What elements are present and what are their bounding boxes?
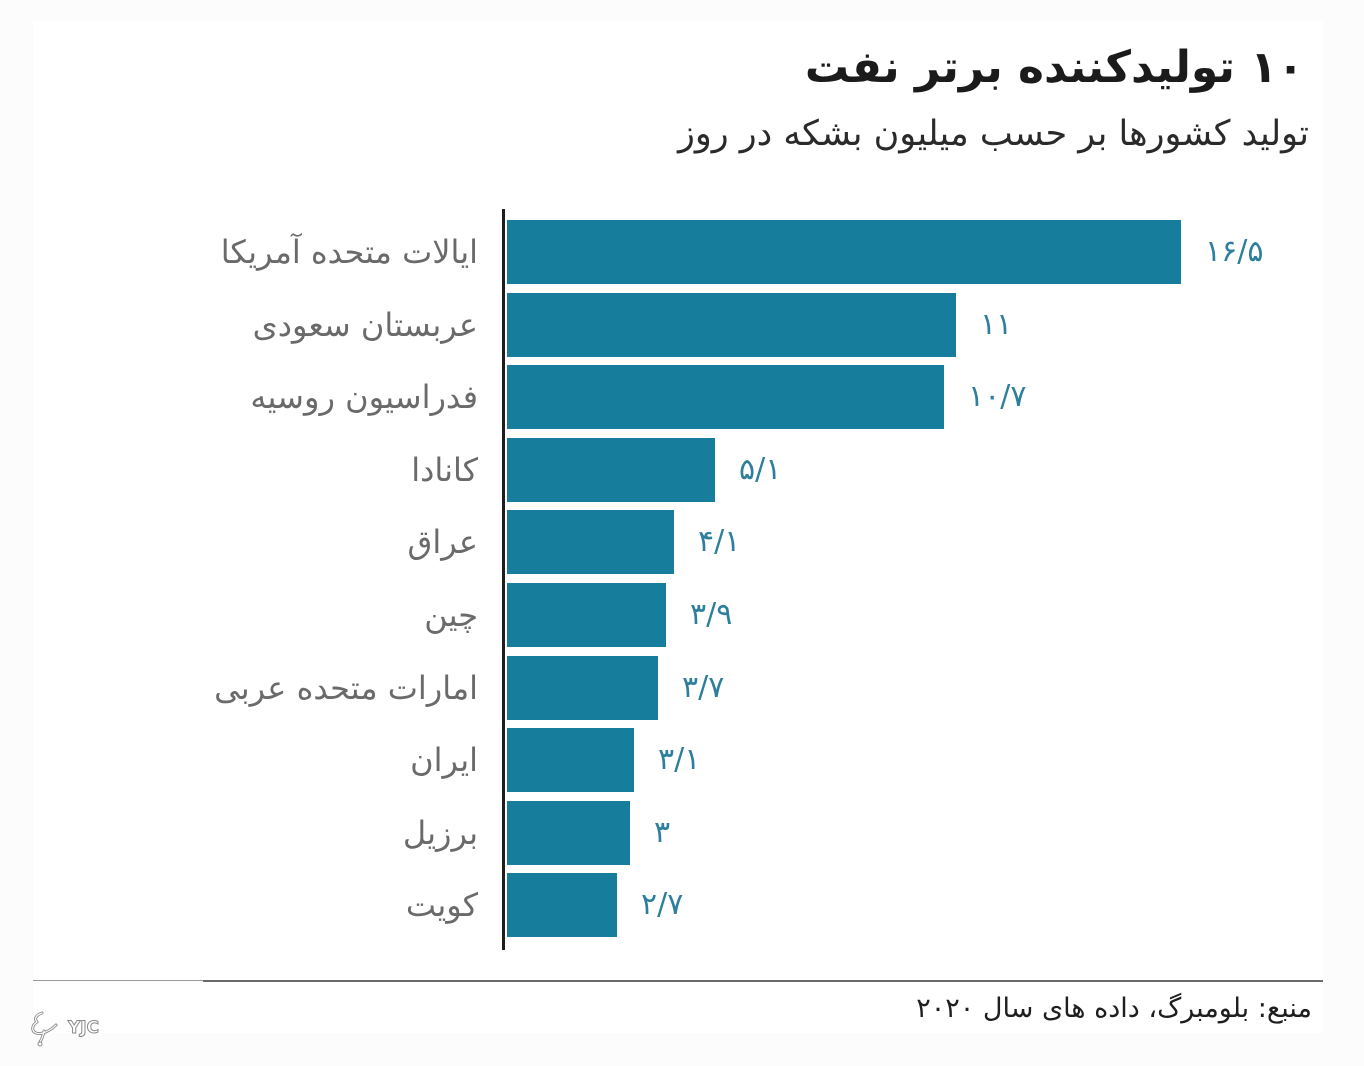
category-label: چین xyxy=(424,596,478,634)
category-label: امارات متحده عربی xyxy=(214,669,478,707)
bar-row: ایالات متحده آمریکا ۱۶/۵ xyxy=(0,220,1364,284)
bar-row: امارات متحده عربی ۳/۷ xyxy=(0,656,1364,720)
category-label: برزیل xyxy=(402,814,478,852)
value-label: ۴/۱ xyxy=(698,524,741,559)
chart-card xyxy=(33,21,1323,1033)
footer-divider xyxy=(203,980,1323,982)
footer-divider-left xyxy=(33,980,203,981)
bar xyxy=(507,801,630,865)
bar xyxy=(507,220,1181,284)
bar-row: عراق ۴/۱ xyxy=(0,510,1364,574)
bar xyxy=(507,365,944,429)
value-label: ۱۶/۵ xyxy=(1205,234,1264,269)
value-label: ۳ xyxy=(654,815,671,850)
bar xyxy=(507,728,634,792)
value-label: ۳/۹ xyxy=(690,597,733,632)
value-label: ۱۱ xyxy=(980,307,1013,342)
category-label: کانادا xyxy=(411,451,478,489)
value-label: ۱۰/۷ xyxy=(968,379,1027,414)
chart-subtitle: تولید کشورها بر حسب میلیون بشکه در روز xyxy=(677,114,1309,154)
bar-row: عربستان سعودی ۱۱ xyxy=(0,293,1364,357)
category-label: کویت xyxy=(405,886,478,924)
value-label: ۲/۷ xyxy=(641,887,684,922)
bar xyxy=(507,583,666,647)
bar xyxy=(507,873,617,937)
source-note: منبع: بلومبرگ، داده های سال ۲۰۲۰ xyxy=(916,993,1312,1024)
bar xyxy=(507,293,956,357)
bar-row: برزیل ۳ xyxy=(0,801,1364,865)
bar-row: کویت ۲/۷ xyxy=(0,873,1364,937)
watermark-text: YJC xyxy=(67,1018,100,1039)
bar-row: فدراسیون روسیه ۱۰/۷ xyxy=(0,365,1364,429)
value-label: ۳/۷ xyxy=(682,670,725,705)
value-label: ۳/۱ xyxy=(658,742,701,777)
category-label: عربستان سعودی xyxy=(252,306,478,344)
bar xyxy=(507,510,674,574)
bar-row: ایران ۳/۱ xyxy=(0,728,1364,792)
category-label: عراق xyxy=(407,523,478,561)
chart-title: ۱۰ تولیدکننده برتر نفت xyxy=(804,42,1304,93)
category-axis-line xyxy=(502,209,505,950)
category-label: ایالات متحده آمریکا xyxy=(220,233,478,271)
bar xyxy=(507,438,715,502)
category-label: ایران xyxy=(410,741,478,779)
bar-row: چین ۳/۹ xyxy=(0,583,1364,647)
yjc-logo-icon xyxy=(31,1011,58,1047)
bar xyxy=(507,656,658,720)
category-label: فدراسیون روسیه xyxy=(250,378,478,416)
yjc-watermark: YJC xyxy=(28,1008,100,1048)
bar-row: کانادا ۵/۱ xyxy=(0,438,1364,502)
value-label: ۵/۱ xyxy=(739,452,782,487)
